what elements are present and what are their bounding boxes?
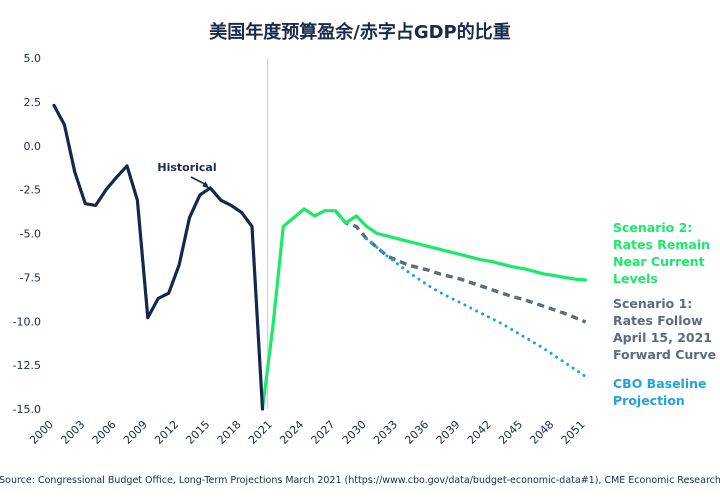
legend-scenario1-line: Forward Curve (613, 347, 716, 362)
chart-title: 美国年度预算盈余/赤字占GDP的比重 (209, 21, 510, 43)
legend-cbo-line: Projection (613, 393, 685, 408)
x-tick-label: 2009 (121, 418, 150, 447)
x-tick-label: 2048 (527, 418, 556, 447)
y-tick-label: -7.5 (20, 271, 41, 284)
legend-scenario1-line: Rates Follow (613, 313, 703, 328)
legend-scenario2-line: Levels (613, 271, 658, 286)
y-tick-label: -12.5 (13, 359, 41, 372)
x-tick-label: 2024 (277, 418, 306, 447)
x-tick-label: 2036 (402, 418, 431, 447)
legend-cbo-line: CBO Baseline (613, 376, 707, 391)
chart-legend: Scenario 2: Rates Remain Near Current Level… (613, 220, 716, 408)
x-tick-label: 2021 (246, 418, 275, 447)
legend-scenario2-line: Scenario 2: (613, 220, 692, 235)
x-tick-label: 2045 (496, 418, 525, 447)
x-tick-label: 2033 (371, 418, 400, 447)
y-tick-label: 0.0 (24, 140, 42, 153)
series-line-scenario1 (334, 209, 587, 324)
y-tick-label: -15.0 (13, 403, 41, 416)
y-tick-label: -5.0 (20, 228, 41, 241)
legend-scenario1-line: Scenario 1: (613, 296, 692, 311)
x-tick-label: 2030 (340, 418, 369, 447)
x-tick-label: 2003 (58, 418, 87, 447)
y-tick-label: 2.5 (24, 96, 42, 109)
series-line-scenario2 (260, 207, 588, 411)
x-tick-label: 2039 (434, 418, 463, 447)
chart-axes: 5.0 2.5 0.0 -2.5 -5.0 -7.5 -10.0 -12.5 -15.0 2000… (13, 52, 588, 447)
y-tick-label: 5.0 (24, 52, 42, 65)
legend-scenario2-line: Near Current (613, 254, 705, 269)
x-tick-label: 2042 (465, 418, 494, 447)
x-tick-label: 2051 (559, 418, 588, 447)
historical-annotation: Historical (157, 161, 216, 174)
x-tick-label: 2015 (183, 418, 212, 447)
x-tick-label: 2027 (309, 418, 338, 447)
y-tick-label: -10.0 (13, 315, 41, 328)
annotation-arrowhead (202, 181, 210, 189)
series-line-cbo (365, 237, 588, 378)
legend-scenario1-line: April 15, 2021 (613, 330, 712, 345)
legend-scenario2-line: Rates Remain (613, 237, 710, 252)
series-line-historical (52, 103, 265, 411)
source-note: Source: Congressional Budget Office, Lon… (0, 475, 720, 486)
y-tick-label: -2.5 (20, 184, 41, 197)
x-tick-label: 2006 (90, 418, 119, 447)
x-tick-label: 2012 (152, 418, 181, 447)
chart-series: Historical (52, 103, 588, 411)
x-tick-label: 2018 (215, 418, 244, 447)
x-tick-label: 2000 (27, 418, 56, 447)
